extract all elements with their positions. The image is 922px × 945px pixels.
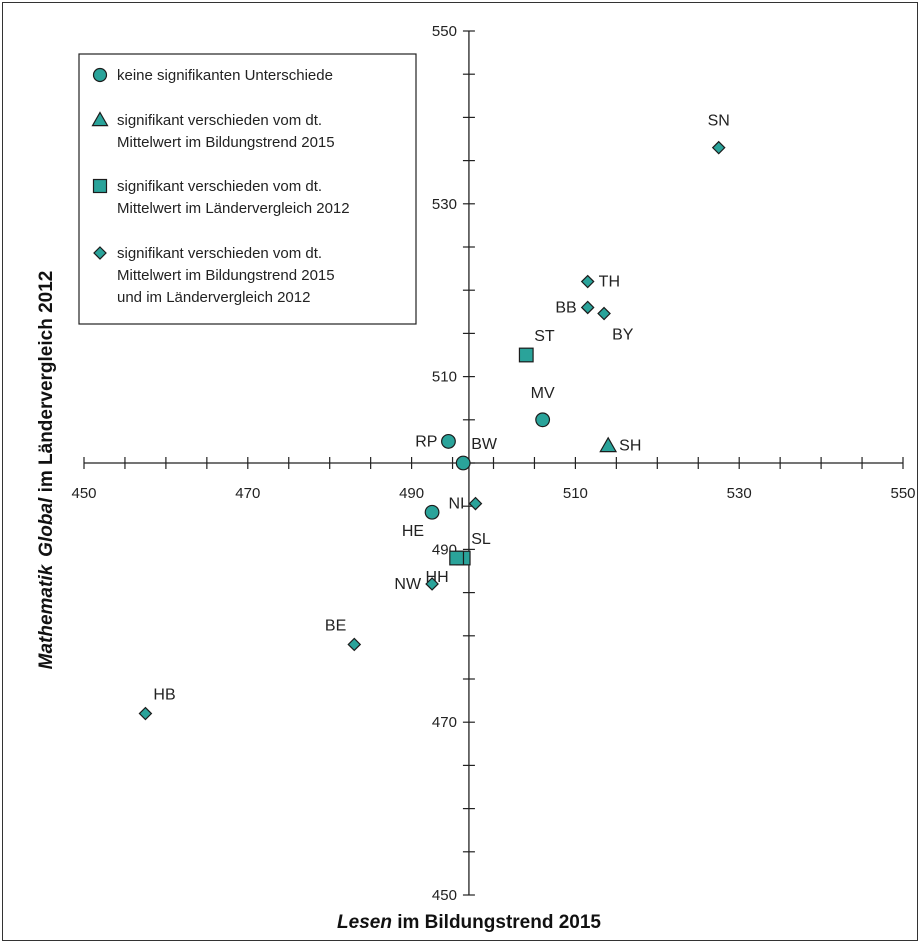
point-marker-sn [711,140,726,155]
point-marker-be [347,637,362,652]
data-point: ST [518,328,555,363]
data-point: SN [708,113,730,155]
point-label-th: TH [599,274,620,291]
x-axis-title: Lesen im Bildungstrend 2015 [337,912,601,933]
y-axis-title: MathematikGlobal im Ländervergleich 2012 [36,271,57,670]
point-marker-nw [425,577,439,591]
point-marker-hb [138,706,153,721]
legend-text: keine signifikanten Unterschiede [117,67,333,84]
point-label-sn: SN [708,113,730,130]
legend-entry: signifikant verschieden vom dt. Mittelwer… [92,178,350,217]
point-label-mv: MV [531,385,555,402]
point-marker-st [518,347,534,363]
point-label-by: BY [612,327,634,344]
legend-text: Mittelwert im Ländervergleich 2012 [117,200,350,217]
legend-entry: keine signifikanten Unterschiede [92,67,333,84]
data-point: MV [531,385,555,428]
point-marker-ni [468,496,483,511]
legend-text: signifikant verschieden vom dt. [117,178,322,195]
y-tick-label: 450 [432,887,457,904]
point-label-rp: RP [415,433,437,450]
data-point: BB [555,299,595,316]
data-point: RP [415,433,456,450]
point-label-ni: NI [448,496,464,513]
point-marker-he [424,504,440,520]
legend-text: signifikant verschieden vom dt. [117,245,322,262]
x-tick-label: 530 [727,485,752,502]
legend-marker-diamond [93,246,107,260]
y-tick-label: 550 [432,23,457,40]
point-marker-by [597,306,611,321]
point-label-nw: NW [394,576,422,593]
legend-box [78,53,417,325]
x-tick-label: 450 [71,485,96,502]
legend-text: Mittelwert im Bildungstrend 2015 [117,134,335,151]
legend-text: Mittelwert im Bildungstrend 2015 [117,267,335,284]
point-label-sh: SH [619,438,641,455]
legend-text: und im Ländervergleich 2012 [117,289,310,306]
point-marker-sh [599,436,618,453]
point-label-st: ST [534,328,555,345]
point-label-bb: BB [555,299,576,316]
point-label-be: BE [325,617,346,634]
legend-text: signifikant verschieden vom dt. [117,112,322,129]
data-point: TH [580,274,620,291]
x-tick-label: 550 [890,485,915,502]
point-label-he: HE [402,523,424,540]
data-point: HE [402,504,440,540]
legend-entry: signifikant verschieden vom dt. Mittelwer… [91,111,335,151]
x-tick-label: 470 [235,485,260,502]
data-point: BW [455,436,498,471]
y-tick-label: 470 [432,714,457,731]
data-point: NI [448,496,483,513]
data-point: BY [597,306,634,344]
data-point: SH [599,436,641,455]
legend: keine signifikanten Unterschiede signifik… [78,53,417,325]
point-marker-mv [535,412,551,428]
legend-entry: signifikant verschieden vom dt. Mittelwer… [93,245,335,306]
data-point: HB [138,687,176,721]
x-tick-label: 490 [399,485,424,502]
point-label-bw: BW [471,436,498,453]
point-marker-rp [441,433,456,449]
point-label-hb: HB [153,687,175,704]
point-marker-hh [449,550,465,566]
point-marker-bw [455,455,471,471]
y-tick-label: 530 [432,196,457,213]
point-label-sl: SL [471,531,491,548]
y-tick-label: 510 [432,369,457,386]
point-marker-th [580,274,595,289]
legend-marker-circle [92,67,108,83]
legend-marker-square [92,178,108,194]
point-marker-bb [580,300,595,315]
x-tick-label: 510 [563,485,588,502]
data-point: NW [394,576,439,593]
legend-marker-triangle [91,111,109,127]
data-point: BE [325,617,362,652]
